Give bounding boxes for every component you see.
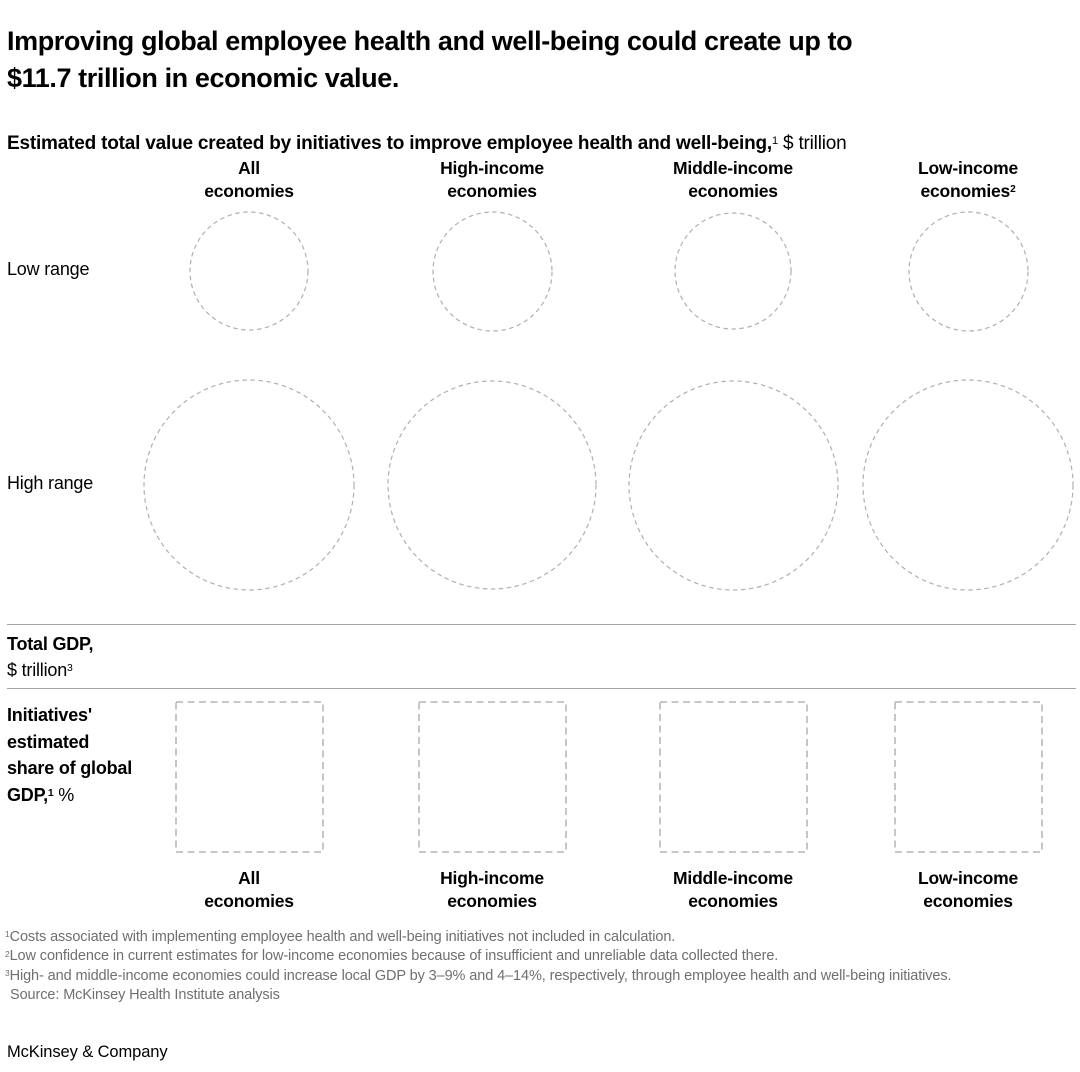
bubble-low-range-middle-income-economies (674, 212, 792, 330)
footnote-marker: 1 (5, 929, 10, 940)
bubble-low-range-all-economies (189, 211, 309, 331)
footnote-source: Source: McKinsey Health Institute analys… (5, 986, 951, 1005)
share-box-high-income-economies (417, 701, 567, 853)
gdp-share-label: Initiatives' estimated share of global G… (7, 702, 182, 808)
total-gdp-label-line2: $ trillion3 (7, 657, 93, 683)
chart-subtitle-footnote-marker: 1 (771, 135, 778, 148)
divider-bottom-of-gdp-section (7, 688, 1076, 689)
footnote-marker: 3 (5, 968, 10, 979)
bubble-high-range-high-income-economies (387, 380, 597, 590)
chart-subtitle: Estimated total value created by initiat… (7, 133, 847, 155)
total-gdp-label-line1: Total GDP, (7, 634, 94, 654)
mckinsey-wordmark: McKinsey & Company (7, 1043, 168, 1061)
share-box-middle-income-economies (658, 701, 808, 853)
footnote-marker: 2 (1010, 183, 1016, 195)
row-label-low-range: Low range (7, 259, 90, 279)
footnote-text: Low confidence in current estimates for … (9, 948, 779, 965)
footnote-2: 2Low confidence in current estimates for… (5, 947, 951, 966)
total-gdp-label: Total GDP, $ trillion3 (7, 631, 94, 683)
bubble-high-range-all-economies (143, 379, 355, 591)
column-header-label: Low-income economies (917, 158, 1019, 201)
share-box-all-economies (174, 701, 324, 853)
footnotes: 1Costs associated with implementing empl… (5, 928, 952, 1006)
footnote-text: Costs associated with implementing emplo… (9, 929, 676, 945)
source-text: Source: McKinsey Health Institute analys… (10, 987, 280, 1004)
page-title: Improving global employee health and wel… (7, 26, 853, 94)
total-gdp-unit: $ trillion (7, 660, 68, 680)
column-header-top-low-income: Low-income economies2 (838, 157, 1080, 202)
bubble-high-range-low-income-economies (862, 379, 1074, 591)
chart-subtitle-main: Estimated total value created by initiat… (7, 133, 772, 154)
column-header-top-middle-income: Middle-income economies (603, 157, 863, 202)
gdp-share-label-bold: GDP, (7, 784, 48, 805)
footnote-3: 3High- and middle-income economies could… (5, 967, 952, 986)
gdp-share-label-lastline: GDP,1 % (7, 785, 74, 805)
share-box-low-income-economies (893, 701, 1043, 853)
footnote-marker: 3 (67, 663, 73, 675)
footnote-marker: 1 (47, 788, 54, 800)
divider-top-of-gdp-section (7, 624, 1076, 625)
footnote-text: High- and middle-income economies could … (9, 967, 952, 984)
footnote-marker: 2 (5, 948, 10, 959)
column-header-top-high-income: High-income economies (362, 157, 622, 202)
column-header-bottom-high-income: High-income economies (440, 868, 544, 911)
column-header-label: High-income economies (440, 158, 544, 201)
column-header-top-all: All economies (119, 157, 379, 202)
bubble-high-range-middle-income-economies (627, 379, 839, 591)
chart-subtitle-unit: $ trillion (777, 133, 847, 154)
column-header-bottom-all: All economies (204, 868, 294, 911)
gdp-share-label-lines: Initiatives' estimated share of global (7, 705, 133, 779)
column-header-label: All economies (204, 158, 294, 201)
column-header-label: Middle-income economies (673, 158, 793, 201)
bubble-low-range-low-income-economies (907, 210, 1029, 332)
footnote-1: 1Costs associated with implementing empl… (5, 928, 951, 947)
column-header-bottom-middle-income: Middle-income economies (673, 868, 793, 911)
column-header-bottom-low-income: Low-income economies (917, 868, 1019, 911)
row-label-high-range: High range (7, 473, 94, 493)
bubble-low-range-high-income-economies (431, 210, 553, 332)
gdp-share-label-unit: % (53, 784, 75, 805)
